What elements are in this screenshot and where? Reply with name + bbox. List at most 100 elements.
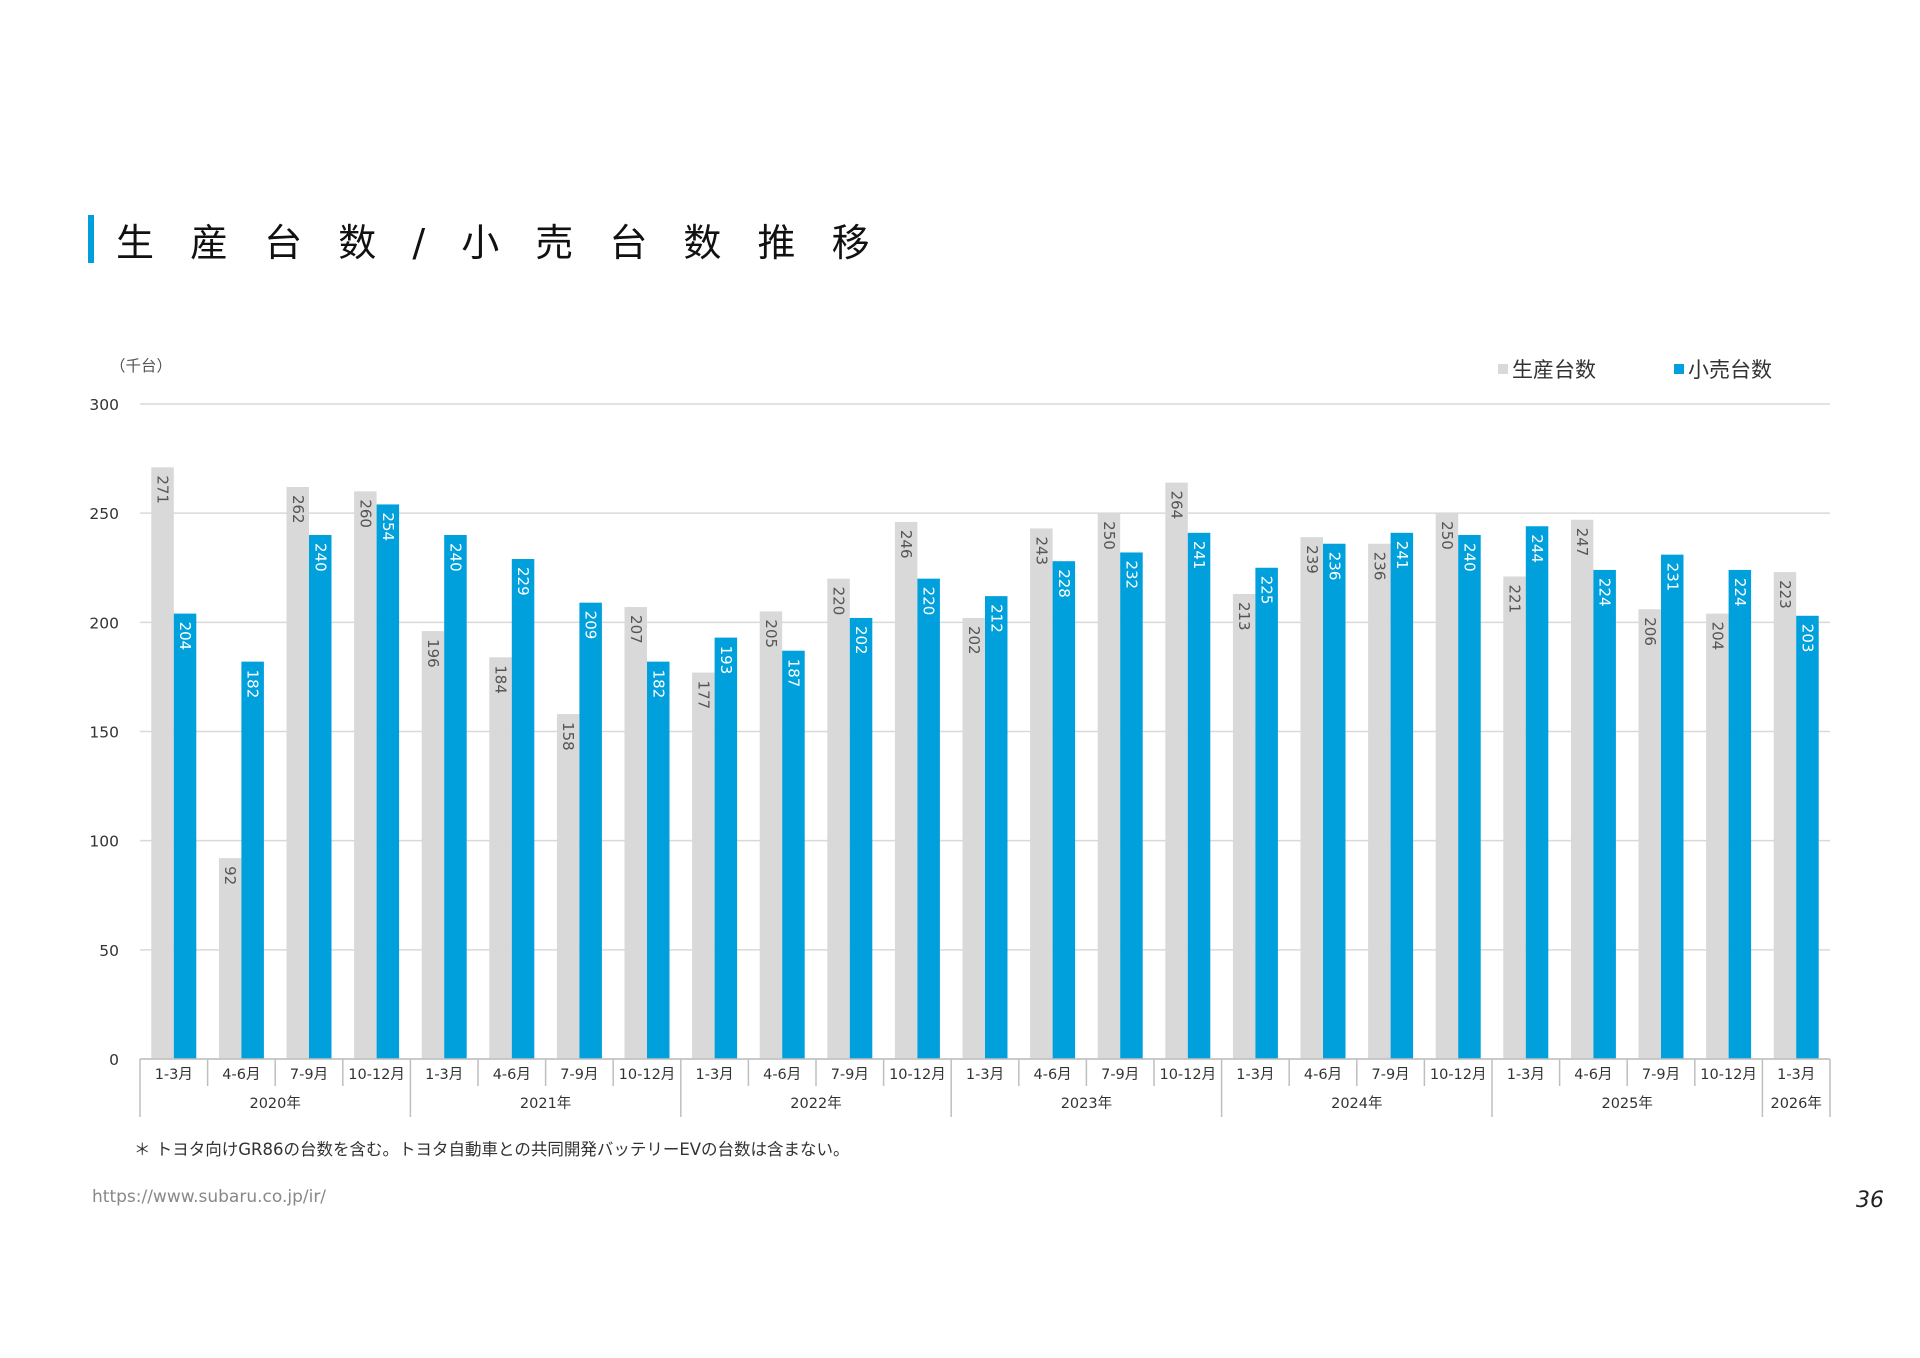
y-tick-label: 50 <box>99 942 119 960</box>
production-bar <box>962 617 985 1059</box>
x-category-label: 1-3月 <box>155 1067 193 1083</box>
x-category-label: 10-12月 <box>619 1067 676 1083</box>
retail-bar <box>1728 569 1752 1059</box>
x-category-label: 1-3月 <box>1777 1067 1815 1083</box>
x-category-label: 4-6月 <box>1304 1067 1342 1083</box>
retail-bar <box>1052 561 1076 1059</box>
production-data-label: 246 <box>897 530 915 559</box>
retail-bar <box>1255 567 1278 1059</box>
retail-bar <box>444 535 467 1059</box>
retail-data-label: 202 <box>852 626 870 655</box>
production-data-label: 247 <box>1573 528 1591 557</box>
production-bar <box>827 578 850 1059</box>
retail-bar <box>1323 543 1346 1059</box>
y-tick-label: 100 <box>89 833 119 851</box>
retail-data-label: 193 <box>717 646 735 675</box>
x-category-label: 7-9月 <box>831 1067 869 1083</box>
retail-data-label: 209 <box>582 611 600 640</box>
retail-data-label: 203 <box>1798 624 1816 653</box>
page-title: 生 産 台 数 / 小 売 台 数 推 移 <box>116 221 882 265</box>
legend-production-label: 生産台数 <box>1512 358 1596 382</box>
production-data-label: 206 <box>1641 617 1659 646</box>
retail-data-label: 231 <box>1663 563 1681 592</box>
x-category-label: 10-12月 <box>1700 1067 1757 1083</box>
production-data-label: 207 <box>627 615 645 644</box>
production-data-label: 92 <box>221 866 239 885</box>
retail-data-label: 244 <box>1528 534 1546 563</box>
production-bar <box>421 631 445 1059</box>
retail-bar <box>1525 526 1549 1059</box>
production-data-label: 196 <box>424 639 442 668</box>
production-bar <box>1503 576 1526 1059</box>
production-bar <box>1097 513 1121 1059</box>
production-data-label: 213 <box>1235 602 1253 631</box>
title-accent-bar <box>88 215 94 263</box>
source-url[interactable]: https://www.subaru.co.jp/ir/ <box>92 1187 327 1207</box>
retail-bar <box>1390 532 1414 1059</box>
production-data-label: 202 <box>965 626 983 655</box>
production-bar <box>1570 519 1594 1059</box>
retail-data-label: 241 <box>1393 541 1411 570</box>
retail-bar <box>579 602 602 1059</box>
retail-data-label: 224 <box>1596 578 1614 607</box>
retail-bar <box>1796 615 1819 1059</box>
production-bar <box>489 657 512 1059</box>
retail-bar <box>1661 554 1684 1059</box>
production-bar <box>354 491 377 1059</box>
x-category-label: 4-6月 <box>1574 1067 1612 1083</box>
x-category-label: 7-9月 <box>1642 1067 1680 1083</box>
production-data-label: 184 <box>492 665 510 694</box>
y-tick-label: 0 <box>109 1051 119 1069</box>
production-data-label: 221 <box>1506 584 1524 613</box>
production-data-label: 262 <box>289 495 307 524</box>
production-bar <box>894 521 918 1059</box>
production-bar <box>218 858 242 1059</box>
production-data-label: 250 <box>1100 521 1118 550</box>
production-bar <box>692 672 715 1059</box>
retail-data-label: 240 <box>446 543 464 572</box>
production-data-label: 250 <box>1438 521 1456 550</box>
retail-data-label: 204 <box>176 622 194 651</box>
production-bar <box>1638 609 1661 1059</box>
production-bar <box>624 607 647 1059</box>
production-bar <box>1435 513 1459 1059</box>
x-category-label: 1-3月 <box>696 1067 734 1083</box>
y-tick-label: 150 <box>89 724 119 742</box>
x-year-label: 2023年 <box>1061 1095 1112 1112</box>
retail-bar <box>849 617 873 1059</box>
retail-data-label: 212 <box>987 604 1005 633</box>
x-category-label: 10-12月 <box>348 1067 405 1083</box>
x-category-label: 4-6月 <box>493 1067 531 1083</box>
retail-data-label: 229 <box>514 567 532 596</box>
retail-bar <box>511 559 535 1059</box>
production-bar <box>1232 593 1256 1059</box>
legend-production-swatch <box>1498 364 1508 374</box>
retail-data-label: 187 <box>784 659 802 688</box>
x-category-label: 1-3月 <box>1236 1067 1274 1083</box>
x-category-label: 7-9月 <box>290 1067 328 1083</box>
retail-bar <box>647 661 670 1059</box>
x-year-label: 2024年 <box>1331 1095 1382 1112</box>
x-category-label: 10-12月 <box>1430 1067 1487 1083</box>
retail-data-label: 182 <box>649 670 667 699</box>
x-year-label: 2021年 <box>520 1095 571 1112</box>
production-data-label: 223 <box>1776 580 1794 609</box>
x-category-label: 7-9月 <box>560 1067 598 1083</box>
x-category-label: 4-6月 <box>763 1067 801 1083</box>
production-data-label: 205 <box>762 619 780 648</box>
production-data-label: 239 <box>1303 545 1321 574</box>
x-category-label: 4-6月 <box>1034 1067 1072 1083</box>
production-bar <box>556 714 580 1059</box>
x-category-label: 1-3月 <box>1507 1067 1545 1083</box>
production-bar <box>1165 482 1188 1060</box>
retail-bar <box>173 613 197 1059</box>
x-year-label: 2020年 <box>249 1095 300 1112</box>
retail-bar <box>376 504 400 1059</box>
retail-data-label: 220 <box>920 587 938 616</box>
legend-retail-swatch <box>1674 364 1684 374</box>
retail-data-label: 254 <box>379 512 397 541</box>
retail-bar <box>782 650 805 1059</box>
x-category-label: 1-3月 <box>425 1067 463 1083</box>
footnote: ＊ トヨタ向けGR86の台数を含む。トヨタ自動車との共同開発バッテリーEVの台数… <box>134 1140 850 1159</box>
